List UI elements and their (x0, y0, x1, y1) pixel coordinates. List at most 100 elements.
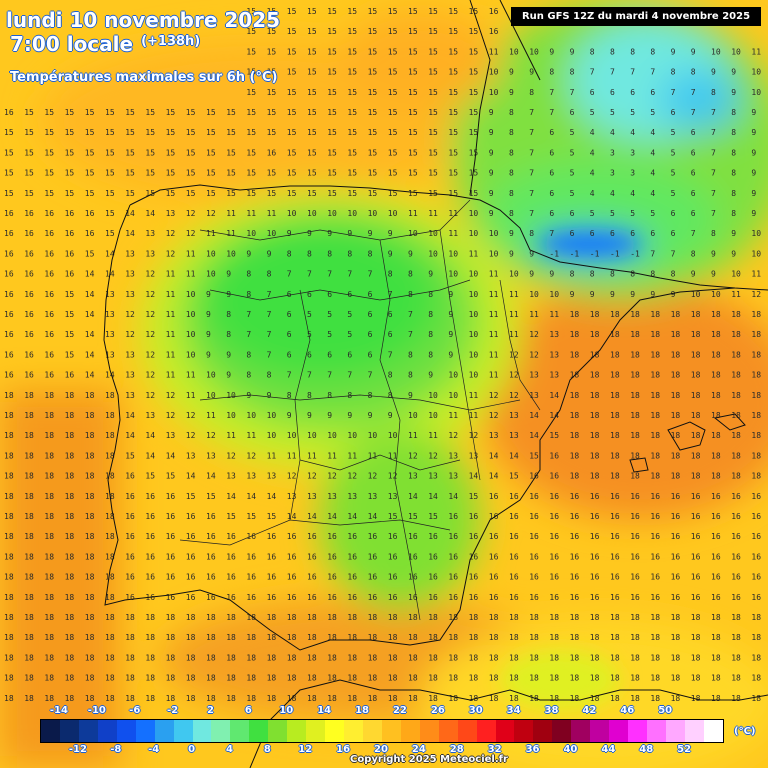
grid-value: 16 (529, 573, 539, 582)
grid-value: 18 (368, 633, 378, 642)
grid-value: 16 (4, 371, 14, 380)
grid-value: 18 (751, 431, 761, 440)
grid-value: 18 (4, 653, 14, 662)
grid-value: 18 (610, 613, 620, 622)
grid-value: 16 (166, 532, 176, 541)
grid-value: 18 (509, 633, 519, 642)
grid-value: 11 (327, 451, 337, 460)
grid-value: 18 (287, 674, 297, 683)
grid-value: 12 (529, 330, 539, 339)
grid-value: 16 (711, 573, 721, 582)
grid-value: 9 (226, 350, 231, 359)
grid-value: 15 (287, 7, 297, 16)
grid-value: 12 (145, 371, 155, 380)
grid-value: 13 (125, 290, 135, 299)
grid-value: 8 (287, 249, 292, 258)
grid-value: 18 (125, 674, 135, 683)
legend-swatch (381, 720, 401, 742)
grid-value: 16 (570, 573, 580, 582)
grid-value: 16 (630, 512, 640, 521)
grid-value: 18 (731, 653, 741, 662)
grid-value: 9 (549, 47, 554, 56)
grid-value: 3 (610, 169, 615, 178)
grid-value: 15 (368, 128, 378, 137)
grid-value: 15 (448, 169, 458, 178)
grid-value: 16 (85, 229, 95, 238)
grid-value: 10 (267, 411, 277, 420)
grid-value: 16 (731, 573, 741, 582)
grid-value: 18 (44, 391, 54, 400)
grid-value: 18 (570, 451, 580, 460)
grid-value: 15 (65, 148, 75, 157)
grid-value: 18 (610, 653, 620, 662)
grid-value: 10 (489, 249, 499, 258)
grid-value: 12 (166, 229, 176, 238)
grid-value: 18 (590, 411, 600, 420)
grid-value: 18 (24, 653, 34, 662)
grid-value: 4 (590, 148, 595, 157)
grid-value: 11 (267, 451, 277, 460)
grid-value: 15 (448, 88, 458, 97)
grid-value: 16 (327, 552, 337, 561)
grid-value: 18 (570, 613, 580, 622)
grid-value: 10 (469, 310, 479, 319)
grid-value: 15 (408, 7, 418, 16)
grid-value: 18 (671, 613, 681, 622)
grid-value: 5 (630, 209, 635, 218)
grid-value: 7 (610, 68, 615, 77)
grid-value: 12 (751, 290, 761, 299)
grid-value: 9 (731, 88, 736, 97)
grid-value: 18 (711, 633, 721, 642)
grid-value: 15 (408, 148, 418, 157)
grid-value: 10 (246, 229, 256, 238)
grid-value: 18 (347, 694, 357, 703)
grid-value: 10 (347, 431, 357, 440)
grid-value: 14 (489, 451, 499, 460)
grid-value: 15 (347, 68, 357, 77)
grid-value: 15 (347, 128, 357, 137)
grid-value: 18 (671, 391, 681, 400)
legend-swatch (419, 720, 439, 742)
grid-value: 7 (549, 229, 554, 238)
grid-value: 16 (751, 552, 761, 561)
grid-value: 18 (85, 573, 95, 582)
grid-value: 11 (368, 451, 378, 460)
grid-value: 4 (610, 128, 615, 137)
grid-value: 18 (24, 411, 34, 420)
grid-value: 15 (428, 27, 438, 36)
grid-value: 5 (590, 108, 595, 117)
grid-value: 18 (691, 613, 701, 622)
grid-value: 18 (125, 653, 135, 662)
grid-value: 14 (125, 229, 135, 238)
grid-value: 11 (287, 451, 297, 460)
grid-value: 16 (610, 593, 620, 602)
grid-value: 10 (448, 371, 458, 380)
grid-value: 16 (24, 310, 34, 319)
grid-value: 18 (731, 350, 741, 359)
grid-value: 15 (327, 68, 337, 77)
grid-value: 15 (246, 189, 256, 198)
grid-value: 9 (751, 128, 756, 137)
grid-value: 16 (186, 512, 196, 521)
grid-value: 18 (4, 492, 14, 501)
grid-value: 18 (4, 451, 14, 460)
grid-value: 18 (711, 613, 721, 622)
grid-value: 14 (368, 512, 378, 521)
grid-value: 16 (44, 229, 54, 238)
grid-value: 8 (731, 189, 736, 198)
grid-value: 15 (246, 68, 256, 77)
grid-value: 18 (85, 391, 95, 400)
grid-value: 15 (24, 189, 34, 198)
grid-value: 18 (65, 472, 75, 481)
grid-value: 6 (368, 350, 373, 359)
grid-value: 10 (509, 270, 519, 279)
grid-value: 16 (489, 552, 499, 561)
grid-value: 6 (671, 108, 676, 117)
grid-value: 18 (630, 674, 640, 683)
grid-value: 12 (145, 330, 155, 339)
grid-value: 18 (206, 674, 216, 683)
grid-value: 14 (489, 472, 499, 481)
grid-value: 18 (267, 653, 277, 662)
grid-value: 7 (711, 128, 716, 137)
grid-value: 18 (671, 694, 681, 703)
